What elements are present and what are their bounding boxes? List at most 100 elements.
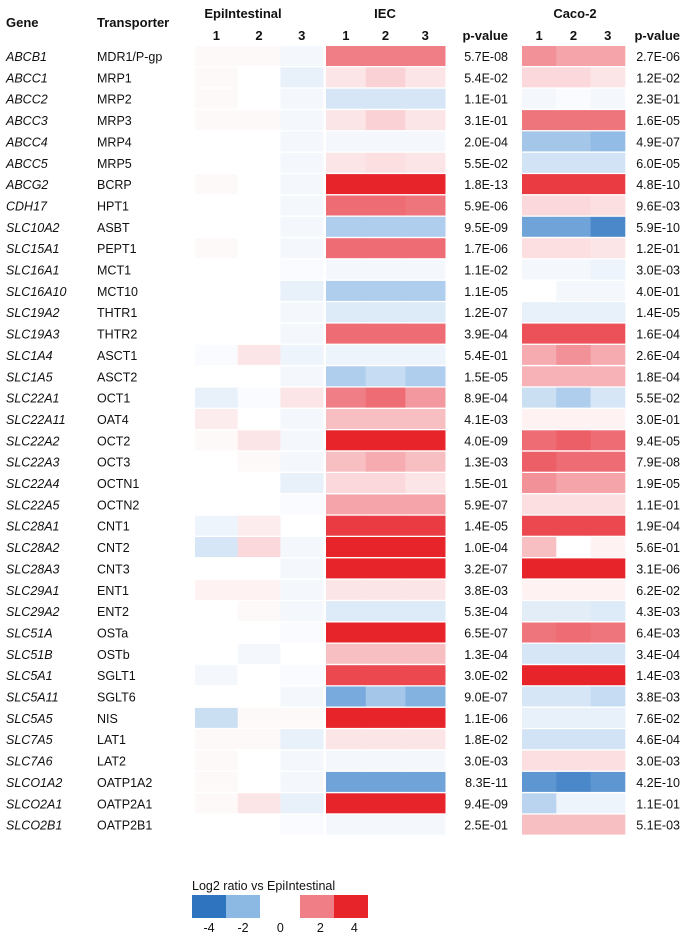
- heatmap-cell: [522, 387, 557, 408]
- heatmap-cell: [556, 515, 591, 536]
- heatmap-cell: [365, 729, 406, 750]
- transporter-label: SGLT1: [97, 669, 136, 683]
- heatmap-cell: [405, 473, 446, 493]
- heatmap-cell: [556, 537, 591, 557]
- heatmap-cell: [280, 643, 324, 664]
- heatmap-cell: [556, 771, 591, 792]
- heatmap-cells: [195, 46, 626, 835]
- pvalue-label: 1.6E-05: [636, 114, 680, 128]
- heatmap-cell: [280, 387, 324, 408]
- pvalue-label: 4.6E-04: [636, 733, 680, 747]
- heatmap-cell: [365, 814, 406, 835]
- pvalue-label: 4.1E-03: [464, 413, 508, 427]
- heatmap-cell: [237, 302, 281, 323]
- pvalue-label: 3.1E-01: [464, 114, 508, 128]
- heatmap-cell: [237, 558, 281, 579]
- heatmap-cell: [195, 131, 239, 152]
- heatmap-cell: [365, 46, 406, 66]
- heatmap-cell: [405, 238, 446, 259]
- transporter-label: MRP3: [97, 114, 132, 128]
- heatmap-cell: [556, 686, 591, 707]
- heatmap-cell: [280, 750, 324, 771]
- heatmap-cell: [237, 430, 281, 451]
- pvalue-label: 2.3E-01: [636, 93, 680, 107]
- heatmap-cell: [590, 771, 626, 792]
- pvalue-label: 1.9E-04: [636, 520, 680, 534]
- gene-label: SLC22A1: [6, 392, 60, 406]
- heatmap-cell: [237, 793, 281, 814]
- heatmap-cell: [522, 601, 557, 622]
- heatmap-cell: [522, 750, 557, 771]
- heatmap-cell: [365, 707, 406, 728]
- heatmap-cell: [365, 88, 406, 109]
- heatmap-cell: [405, 622, 446, 643]
- heatmap-cell: [405, 344, 446, 365]
- heatmap-cell: [326, 494, 367, 515]
- heatmap-cell: [556, 579, 591, 600]
- group-title: EpiIntestinal: [204, 6, 281, 21]
- heatmap-cell: [522, 494, 557, 515]
- pvalue-label: 9.4E-09: [464, 797, 508, 811]
- heatmap-cell: [590, 302, 626, 323]
- transporter-label: HPT1: [97, 199, 129, 213]
- transporter-label: ENT2: [97, 605, 129, 619]
- transporter-column-header: Transporter: [97, 15, 169, 30]
- heatmap-cell: [522, 643, 557, 664]
- heatmap-cell: [280, 665, 324, 686]
- pvalue-label: 1.2E-02: [636, 71, 680, 85]
- heatmap-cell: [326, 430, 367, 451]
- pvalue-label: 3.0E-02: [464, 669, 508, 683]
- heatmap-cell: [237, 771, 281, 792]
- heatmap-cell: [556, 473, 591, 493]
- heatmap-cell: [590, 793, 626, 814]
- heatmap-cell: [195, 686, 239, 707]
- heatmap-cell: [556, 430, 591, 451]
- heatmap-cell: [195, 323, 239, 344]
- heatmap-cell: [237, 707, 281, 728]
- heatmap-cell: [326, 195, 367, 216]
- transporter-label: MCT1: [97, 264, 131, 278]
- heatmap-cell: [195, 665, 239, 686]
- transporter-label: OCT3: [97, 456, 130, 470]
- heatmap-cell: [405, 366, 446, 387]
- pvalue-label: 8.3E-11: [465, 776, 508, 790]
- heatmap-cell: [237, 323, 281, 344]
- heatmap-cell: [326, 152, 367, 173]
- heatmap-cell: [326, 707, 367, 728]
- heatmap-cell: [195, 579, 239, 600]
- pvalue-label: 6.5E-07: [464, 626, 508, 640]
- legend-tick: 4: [351, 921, 358, 935]
- heatmap-cell: [405, 323, 446, 344]
- heatmap-cell: [590, 814, 626, 835]
- heatmap-cell: [326, 46, 367, 66]
- gene-label: SLC29A1: [6, 584, 60, 598]
- heatmap-cell: [590, 67, 626, 88]
- heatmap-cell: [365, 302, 406, 323]
- heatmap-cell: [590, 579, 626, 600]
- heatmap-cell: [326, 259, 367, 280]
- heatmap-cell: [195, 558, 239, 579]
- heatmap-cell: [237, 88, 281, 109]
- heatmap-cell: [195, 409, 239, 429]
- heatmap-cell: [237, 152, 281, 173]
- heatmap-cell: [522, 622, 557, 643]
- pvalue-label: 1.4E-05: [464, 520, 508, 534]
- heatmap-cell: [237, 280, 281, 301]
- heatmap-cell: [522, 473, 557, 493]
- heatmap-cell: [326, 451, 367, 472]
- heatmap-cell: [590, 622, 626, 643]
- heatmap-cell: [405, 280, 446, 301]
- heatmap-cell: [365, 323, 406, 344]
- heatmap-cell: [522, 771, 557, 792]
- legend-swatch: [226, 895, 260, 918]
- gene-label: ABCC5: [5, 157, 48, 171]
- pvalue-header: p-value: [634, 28, 680, 43]
- heatmap-cell: [326, 643, 367, 664]
- pvalue-label: 1.1E-02: [464, 264, 508, 278]
- heatmap-cell: [590, 195, 626, 216]
- gene-label: ABCG2: [5, 178, 48, 192]
- heatmap-cell: [280, 451, 324, 472]
- heatmap-cell: [522, 46, 557, 66]
- pvalue-label: 9.5E-09: [464, 221, 508, 235]
- pvalue-label: 1.0E-04: [464, 541, 508, 555]
